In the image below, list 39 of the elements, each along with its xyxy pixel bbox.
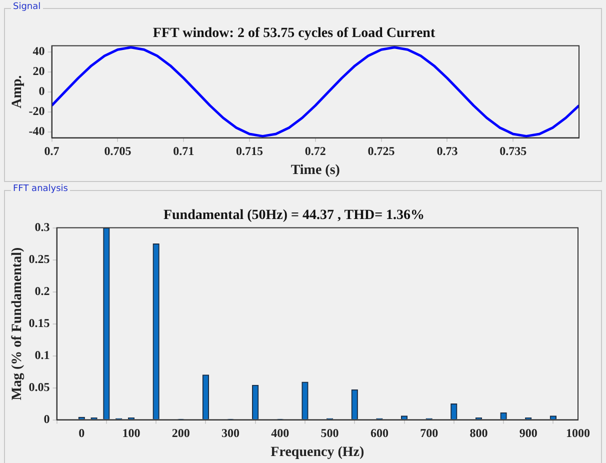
x-tick-label: 300 [222, 426, 240, 440]
x-tick-label: 0.71 [173, 144, 194, 158]
x-tick-label: 1000 [566, 426, 590, 440]
x-tick-label: 500 [320, 426, 339, 440]
text: FFT analysis [11, 184, 70, 194]
y-tick-label: 0.25 [28, 252, 50, 266]
y-tick-label: 20 [32, 64, 45, 78]
x-tick-label: 0.705 [104, 144, 132, 158]
x-tick-label: 0.72 [304, 144, 326, 158]
x-tick-label: 700 [420, 426, 438, 440]
y-tick-label: 0 [44, 412, 50, 426]
x-tick-label: 400 [271, 426, 290, 440]
chart-title: Fundamental (50Hz) = 44.37 , THD= 1.36% [163, 208, 425, 224]
x-tick-label: 0.725 [368, 144, 395, 158]
x-tick-label: 100 [122, 426, 140, 440]
x-tick-label: 0.7 [44, 144, 60, 158]
x-tick-label: 0.73 [436, 144, 458, 158]
text: Signal [11, 2, 43, 12]
y-tick-label: 0.15 [28, 316, 50, 330]
x-tick-label: 800 [470, 426, 488, 440]
y-tick-label: -40 [28, 124, 45, 138]
x-axis-title: Frequency (Hz) [270, 445, 364, 460]
x-tick-label: 0 [78, 426, 85, 440]
x-tick-label: 600 [370, 426, 388, 440]
x-tick-label: 0.715 [236, 144, 263, 158]
y-tick-label: 0.2 [34, 284, 50, 298]
x-tick-label: 900 [519, 426, 538, 440]
y-tick-label: 0 [38, 84, 45, 98]
y-tick-label: 0.05 [28, 380, 50, 394]
x-tick-label: 200 [172, 426, 190, 440]
y-tick-label: 40 [32, 44, 45, 58]
x-axis-title: Time (s) [290, 163, 340, 178]
y-tick-label: 0.1 [34, 348, 50, 362]
y-tick-label: 0.3 [34, 220, 50, 234]
chart-title: FFT window: 2 of 53.75 cycles of Load Current [152, 26, 436, 42]
y-tick-label: -20 [28, 104, 45, 118]
y-axis-title: Amp. [10, 75, 26, 108]
y-axis-title: Mag (% of Fundamental) [10, 247, 26, 400]
x-tick-label: 0.735 [500, 144, 527, 158]
